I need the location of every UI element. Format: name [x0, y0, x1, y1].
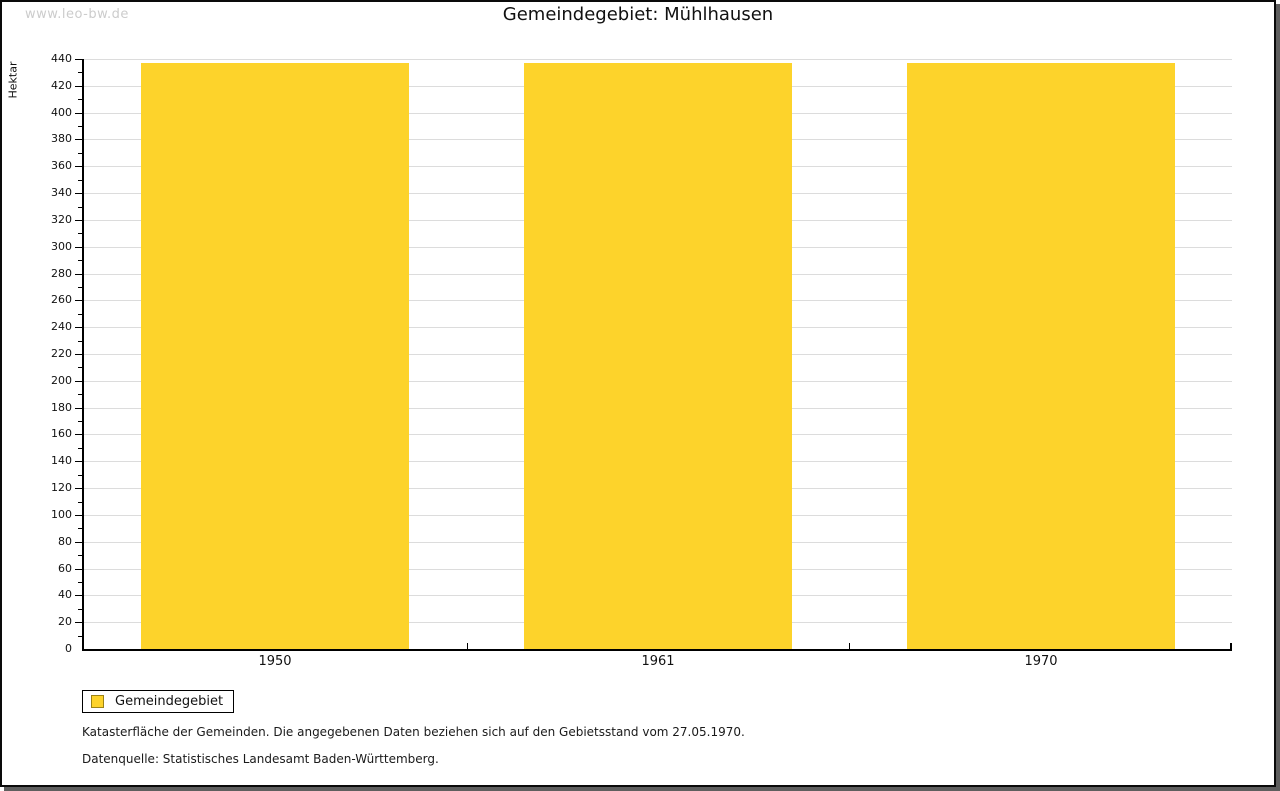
x-category-label-1961: 1961: [641, 654, 675, 669]
y-minor-tick-30: [78, 609, 82, 610]
bar-gemeindegebiet-1970: [907, 63, 1175, 649]
y-minor-tick-70: [78, 555, 82, 556]
y-tick-label-120: 120: [51, 481, 72, 494]
y-major-tick-380: [75, 139, 82, 140]
chart-title: Gemeindegebiet: Mühlhausen: [502, 4, 774, 25]
legend-swatch-gemeindegebiet: [91, 695, 104, 708]
y-tick-label-280: 280: [51, 267, 72, 280]
y-major-tick-220: [75, 354, 82, 355]
y-major-tick-100: [75, 515, 82, 516]
y-major-tick-140: [75, 461, 82, 462]
y-tick-label-380: 380: [51, 132, 72, 145]
y-major-tick-80: [75, 542, 82, 543]
y-minor-tick-50: [78, 582, 82, 583]
y-major-tick-340: [75, 193, 82, 194]
y-tick-label-300: 300: [51, 240, 72, 253]
y-major-tick-440: [75, 59, 82, 60]
watermark: www.leo-bw.de: [25, 7, 129, 22]
y-minor-tick-430: [78, 72, 82, 73]
y-major-tick-180: [75, 408, 82, 409]
y-major-tick-60: [75, 569, 82, 570]
y-tick-label-20: 20: [58, 615, 72, 628]
y-minor-tick-210: [78, 367, 82, 368]
y-minor-tick-410: [78, 99, 82, 100]
x-category-label-1970: 1970: [1024, 654, 1058, 669]
y-major-tick-300: [75, 247, 82, 248]
y-major-tick-280: [75, 274, 82, 275]
y-major-tick-160: [75, 434, 82, 435]
y-minor-tick-330: [78, 207, 82, 208]
y-minor-tick-190: [78, 394, 82, 395]
y-tick-label-180: 180: [51, 401, 72, 414]
y-major-tick-320: [75, 220, 82, 221]
y-tick-label-160: 160: [51, 427, 72, 440]
y-tick-label-440: 440: [51, 52, 72, 65]
y-minor-tick-170: [78, 421, 82, 422]
y-major-tick-120: [75, 488, 82, 489]
y-minor-tick-110: [78, 502, 82, 503]
y-minor-tick-130: [78, 475, 82, 476]
y-tick-label-260: 260: [51, 293, 72, 306]
y-minor-tick-10: [78, 636, 82, 637]
y-tick-label-360: 360: [51, 159, 72, 172]
gridline-y-440: [84, 59, 1232, 60]
y-major-tick-20: [75, 622, 82, 623]
y-minor-tick-310: [78, 233, 82, 234]
y-tick-label-420: 420: [51, 79, 72, 92]
note-datenquelle: Datenquelle: Statistisches Landesamt Bad…: [82, 752, 439, 766]
y-major-tick-360: [75, 166, 82, 167]
y-tick-label-400: 400: [51, 106, 72, 119]
y-major-tick-400: [75, 113, 82, 114]
legend-label: Gemeindegebiet: [115, 694, 224, 709]
y-tick-label-220: 220: [51, 347, 72, 360]
x-axis-end-tick: [1230, 643, 1232, 649]
y-minor-tick-290: [78, 260, 82, 261]
note-kataster: Katasterfläche der Gemeinden. Die angege…: [82, 725, 745, 739]
y-tick-label-60: 60: [58, 562, 72, 575]
y-minor-tick-250: [78, 314, 82, 315]
y-minor-tick-270: [78, 287, 82, 288]
y-tick-label-100: 100: [51, 508, 72, 521]
y-major-tick-420: [75, 86, 82, 87]
y-minor-tick-90: [78, 528, 82, 529]
y-tick-label-340: 340: [51, 186, 72, 199]
y-minor-tick-230: [78, 341, 82, 342]
y-major-tick-240: [75, 327, 82, 328]
legend: Gemeindegebiet: [82, 690, 234, 713]
y-axis-title: Hektar: [6, 61, 20, 99]
bar-gemeindegebiet-1961: [524, 63, 792, 649]
y-tick-label-40: 40: [58, 588, 72, 601]
y-tick-label-200: 200: [51, 374, 72, 387]
y-minor-tick-370: [78, 153, 82, 154]
y-major-tick-260: [75, 300, 82, 301]
plot-area: 0 20 40 60 80 100 120 140 160 180 200 220 240 260 280 3…: [51, 52, 1232, 669]
x-boundary-tick-2: [849, 643, 850, 649]
y-minor-tick-390: [78, 126, 82, 127]
y-major-tick-200: [75, 381, 82, 382]
y-minor-tick-150: [78, 448, 82, 449]
y-tick-label-140: 140: [51, 454, 72, 467]
y-tick-label-0: 0: [65, 642, 72, 655]
y-tick-label-320: 320: [51, 213, 72, 226]
y-minor-tick-350: [78, 180, 82, 181]
x-boundary-tick-1: [467, 643, 468, 649]
y-tick-label-80: 80: [58, 535, 72, 548]
x-category-label-1950: 1950: [258, 654, 292, 669]
bar-gemeindegebiet-1950: [141, 63, 409, 649]
y-tick-label-240: 240: [51, 320, 72, 333]
y-major-tick-40: [75, 595, 82, 596]
